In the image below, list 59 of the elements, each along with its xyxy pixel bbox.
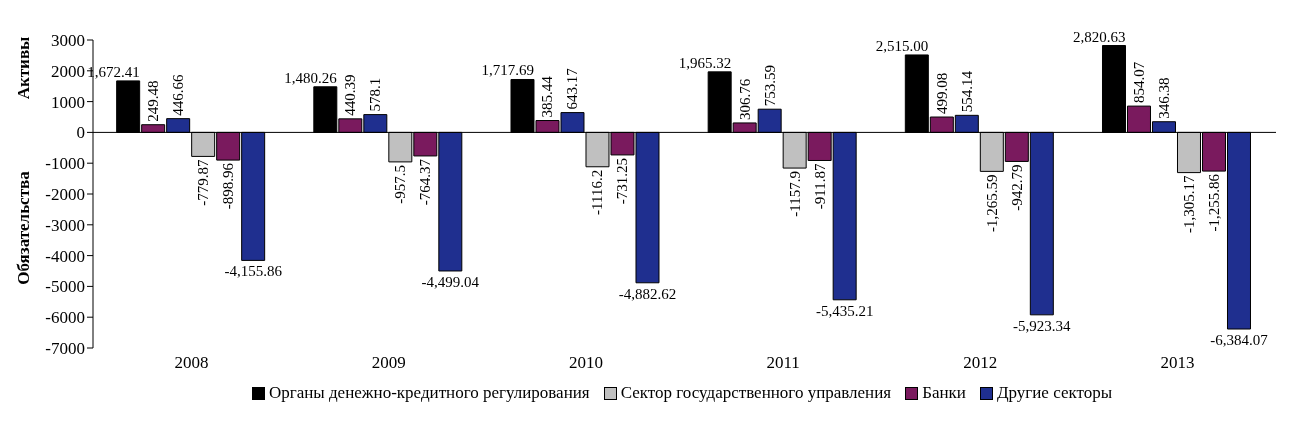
data-label: -1116.2 [589,169,606,215]
data-label: -1,305.17 [1180,175,1197,234]
data-label: 554.14 [958,70,975,113]
data-label: -6,384.07 [1210,332,1269,349]
y-tick-label: -7000 [45,339,85,359]
legend-label: Сектор государственного управления [619,383,892,403]
y-tick-label: 0 [76,123,85,143]
x-tick-label: 2010 [568,353,603,373]
data-label: 1,717.69 [481,62,534,79]
data-label: -4,882.62 [618,285,677,302]
x-tick-label: 2009 [371,353,406,373]
data-label: 854.07 [1130,61,1147,104]
x-tick-label: 2011 [766,353,800,373]
text: Обязательства [14,171,34,285]
data-label: -898.96 [220,162,237,210]
data-label: -942.79 [1008,164,1025,211]
y-tick-label: -3000 [45,215,85,235]
data-label: 306.76 [736,78,753,120]
data-label: -1157.9 [786,171,803,217]
data-label: 499.08 [933,72,950,115]
data-label: 1,965.32 [678,54,732,71]
y-tick-label: -6000 [45,308,85,328]
data-label: 385.44 [539,75,556,118]
y-tick-label: 1000 [51,92,85,112]
data-label: 1,480.26 [284,69,338,86]
legend-label: Органы денежно-кредитного регулирования [267,383,590,403]
data-label: -764.37 [417,158,434,206]
y-tick-label: 2000 [51,61,85,81]
x-tick-label: 2008 [174,353,209,373]
data-label: 249.48 [145,80,162,122]
y-axis-title: Активы [14,36,34,100]
data-label: 643.17 [564,67,581,110]
data-label: 753.59 [761,64,778,107]
data-label: -731.25 [614,157,631,205]
data-label: 446.66 [170,73,187,116]
data-label: 2,515.00 [875,37,929,54]
data-label: -4,499.04 [421,273,480,290]
data-label: 440.39 [342,74,359,116]
y-tick-label: -5000 [45,277,85,297]
data-label: -779.87 [195,158,212,206]
data-label: -911.87 [811,163,828,210]
x-tick-label: 2012 [963,353,998,373]
y-tick-label: 3000 [51,31,85,51]
data-label: -4,155.86 [224,263,283,280]
data-label: 578.1 [367,77,384,112]
data-label: 346.38 [1155,77,1172,119]
y-tick-label: -1000 [45,154,85,174]
data-label: 1,672.41 [87,63,140,80]
legend-label: Другие секторы [995,383,1113,403]
data-label: -5,435.21 [815,302,874,319]
data-label: -1,265.59 [983,174,1000,232]
y-tick-label: -2000 [45,185,85,205]
data-label: 2,820.63 [1072,28,1126,45]
data-label: -5,923.34 [1013,317,1072,334]
legend-label: Банки [921,383,966,403]
data-label: -957.5 [392,164,409,204]
y-tick-label: -4000 [45,246,85,266]
x-tick-label: 2013 [1160,353,1195,373]
data-label: -1,255.86 [1205,173,1222,232]
